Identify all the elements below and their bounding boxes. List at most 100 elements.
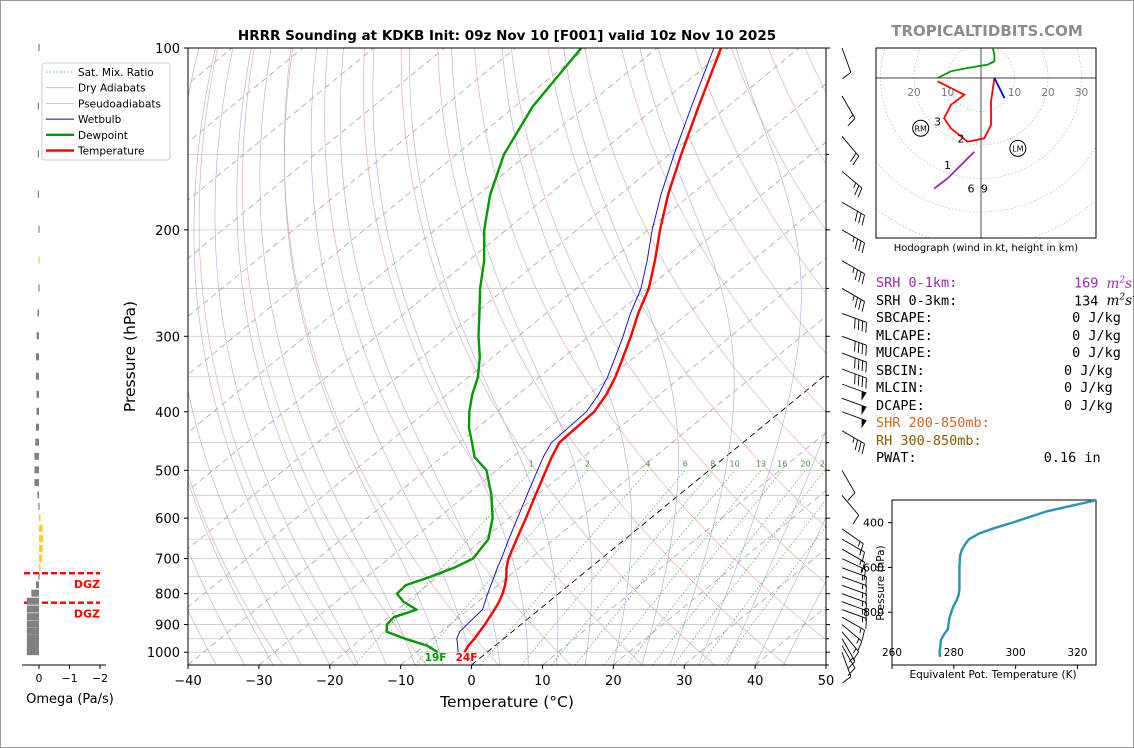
x-tick-label: 40 bbox=[747, 674, 764, 689]
theta-e-plot bbox=[938, 500, 1096, 658]
omega-bar bbox=[26, 648, 39, 656]
wind-barb bbox=[841, 352, 867, 373]
param-value: 0 J/kg bbox=[1064, 380, 1113, 396]
barb-half-flag bbox=[852, 648, 857, 654]
param-value: 134 m2s−2 bbox=[1074, 293, 1134, 310]
mixing-ratio-line bbox=[354, 470, 532, 665]
pseudoadiabat-line bbox=[284, 48, 444, 665]
isotherm-line bbox=[188, 141, 826, 665]
surface-temperature-label: 24F bbox=[456, 652, 478, 664]
omega-axis-label: Omega (Pa/s) bbox=[26, 692, 114, 707]
barb-shaft bbox=[841, 430, 865, 445]
barb-half-flag bbox=[861, 575, 864, 581]
barb-shaft bbox=[841, 558, 866, 571]
hodograph-height-label: 9 bbox=[981, 183, 988, 196]
hodograph-trace bbox=[993, 77, 1006, 99]
barb-flag bbox=[865, 345, 867, 356]
dry-adiabat-line bbox=[283, 48, 499, 665]
hodograph-caption: Hodograph (wind in kt, height in km) bbox=[894, 243, 1079, 254]
wetbulb-line bbox=[456, 48, 715, 653]
barb-shaft bbox=[841, 136, 860, 157]
omega-bar bbox=[36, 407, 39, 415]
y-tick-label: 600 bbox=[155, 512, 180, 527]
dry-adiabat-line bbox=[621, 48, 826, 413]
wind-barb bbox=[841, 383, 867, 401]
hodograph-ring-label: 20 bbox=[1041, 87, 1054, 99]
surface-dewpoint-label: 19F bbox=[425, 652, 447, 664]
legend-label: Wetbulb bbox=[78, 114, 122, 126]
pseudoadiabat-line bbox=[236, 48, 387, 665]
hodograph-trace bbox=[937, 48, 996, 79]
theta-e-x-axis-label: Equivalent Pot. Temperature (K) bbox=[909, 669, 1076, 681]
dry-adiabat-line bbox=[510, 48, 826, 584]
param-label: MLCIN: bbox=[876, 380, 925, 396]
wind-barb bbox=[841, 288, 865, 312]
wind-barb bbox=[841, 638, 856, 670]
barb-flag bbox=[861, 552, 865, 563]
mixing-ratio-label: 6 bbox=[683, 459, 688, 468]
barb-shaft bbox=[841, 229, 865, 244]
barb-flag bbox=[861, 301, 865, 312]
omega-bar bbox=[38, 256, 40, 264]
wind-barb bbox=[841, 201, 865, 226]
barb-flag bbox=[861, 215, 865, 226]
barb-flag bbox=[857, 319, 860, 331]
barb-flag bbox=[857, 359, 860, 370]
barb-flag bbox=[857, 342, 860, 353]
mixing-ratio-label: 13 bbox=[756, 459, 766, 468]
barb-shaft bbox=[841, 631, 860, 652]
barb-half-flag bbox=[852, 267, 855, 273]
param-row-shr: SHR 200-850mb:18 kt bbox=[876, 415, 990, 431]
barb-shaft bbox=[841, 313, 867, 323]
skewt-plot-lines: 19F 24F bbox=[385, 48, 723, 664]
skewt-background-lines: 1246810131620243036 bbox=[188, 48, 830, 665]
barb-flag bbox=[854, 439, 859, 451]
wind-barb bbox=[841, 313, 867, 333]
hodograph-panel: 20 10 10 20 30 3 2 1 6 9 RM LM Hodograph (wind in kt… bbox=[875, 47, 1097, 254]
x-tick-label: −20 bbox=[316, 674, 343, 689]
x-tick-label: −30 bbox=[245, 674, 272, 689]
pseudoadiabat-line bbox=[310, 48, 472, 665]
storm-motion-marker bbox=[1009, 139, 1027, 157]
barb-flag bbox=[842, 676, 852, 684]
wind-barb bbox=[841, 528, 864, 554]
omega-bar bbox=[34, 452, 39, 460]
barb-shaft bbox=[841, 567, 867, 578]
theta-e-x-tick-label: 280 bbox=[944, 647, 964, 659]
barb-shaft bbox=[841, 528, 864, 545]
barb-shaft bbox=[841, 593, 867, 603]
pseudoadiabat-line bbox=[372, 48, 529, 665]
barb-flag bbox=[865, 618, 867, 629]
wind-barb bbox=[841, 229, 865, 254]
mixing-ratio-line bbox=[574, 470, 735, 665]
param-row-sbcin: SBCIN: 0 J/kg bbox=[876, 363, 1113, 379]
x-tick-label: 50 bbox=[818, 674, 835, 689]
x-tick-label: 0 bbox=[467, 674, 475, 689]
dry-adiabat-line bbox=[198, 48, 356, 665]
skewt-frame bbox=[187, 47, 827, 666]
mixing-ratio-line bbox=[521, 470, 686, 665]
barb-flag bbox=[861, 376, 864, 388]
wind-barb bbox=[841, 335, 867, 356]
omega-bar bbox=[35, 581, 39, 589]
barb-flag bbox=[847, 667, 856, 676]
barb-flag bbox=[852, 514, 860, 525]
barb-pennant bbox=[861, 391, 867, 401]
param-row-srh3: SRH 0-3km: 134 m2s−2 bbox=[876, 293, 1134, 310]
theta-e-line bbox=[938, 500, 1096, 658]
skewt-legend: Sat. Mix. Ratio Dry Adiabats Pseudoadiabat… bbox=[41, 62, 171, 161]
barb-shaft bbox=[841, 616, 865, 631]
omega-bar bbox=[26, 605, 39, 613]
barb-shaft bbox=[841, 576, 867, 587]
param-row-rh: RH 300-850mb:48 % bbox=[876, 433, 982, 449]
dry-adiabat-line bbox=[584, 48, 826, 471]
barb-flag bbox=[858, 271, 862, 283]
omega-bar bbox=[35, 372, 39, 380]
barb-half-flag bbox=[849, 657, 854, 662]
y-tick-label: 400 bbox=[155, 406, 180, 421]
mixing-ratio-label: 24 bbox=[820, 459, 830, 468]
pseudoadiabat-line bbox=[188, 609, 217, 665]
isotherm-line bbox=[471, 373, 826, 665]
barb-pennant bbox=[861, 405, 867, 415]
isotherm-line bbox=[188, 48, 516, 317]
